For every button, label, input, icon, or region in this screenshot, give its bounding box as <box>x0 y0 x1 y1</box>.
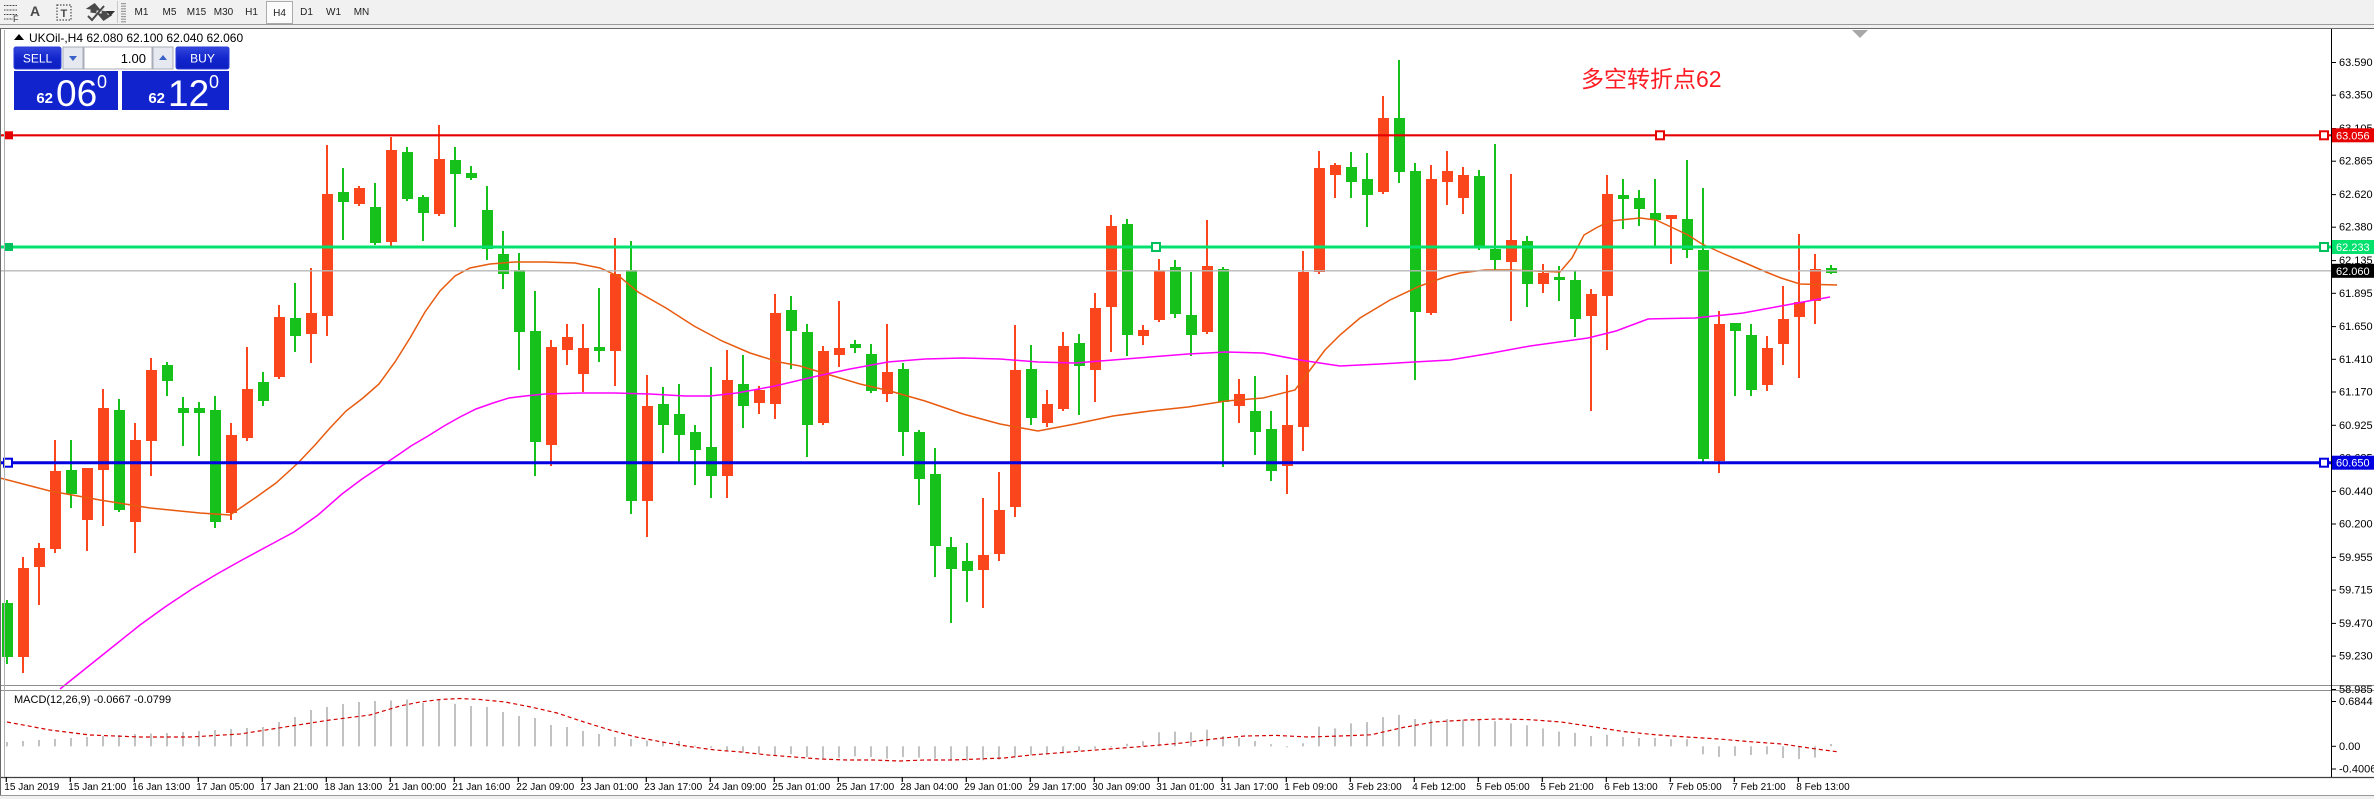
svg-text:17 Jan 05:00: 17 Jan 05:00 <box>196 782 254 793</box>
svg-text:SELL: SELL <box>23 52 53 66</box>
svg-text:4 Feb 12:00: 4 Feb 12:00 <box>1412 782 1466 793</box>
svg-text:29 Jan 01:00: 29 Jan 01:00 <box>964 782 1022 793</box>
svg-text:63.590: 63.590 <box>2339 57 2373 69</box>
svg-text:1 Feb 09:00: 1 Feb 09:00 <box>1284 782 1338 793</box>
svg-text:MACD(12,26,9) -0.0667 -0.0799: MACD(12,26,9) -0.0667 -0.0799 <box>14 694 171 706</box>
svg-text:61.650: 61.650 <box>2339 321 2373 333</box>
svg-text:1.00: 1.00 <box>121 51 146 66</box>
svg-text:59.715: 59.715 <box>2339 585 2373 597</box>
svg-text:18 Jan 13:00: 18 Jan 13:00 <box>324 782 382 793</box>
svg-text:60.650: 60.650 <box>2336 458 2370 470</box>
svg-text:59.955: 59.955 <box>2339 552 2373 564</box>
svg-text:多空转折点62: 多空转折点62 <box>1581 66 1722 92</box>
svg-text:62: 62 <box>148 90 165 107</box>
svg-text:F: F <box>13 14 19 24</box>
svg-text:62.620: 62.620 <box>2339 189 2373 201</box>
svg-text:62.865: 62.865 <box>2339 156 2373 168</box>
svg-text:29 Jan 17:00: 29 Jan 17:00 <box>1028 782 1086 793</box>
svg-text:31 Jan 01:00: 31 Jan 01:00 <box>1156 782 1214 793</box>
svg-text:58.985: 58.985 <box>2339 684 2373 696</box>
svg-text:31 Jan 17:00: 31 Jan 17:00 <box>1220 782 1278 793</box>
svg-text:21 Jan 00:00: 21 Jan 00:00 <box>388 782 446 793</box>
svg-text:BUY: BUY <box>190 52 215 66</box>
svg-text:0: 0 <box>97 72 107 92</box>
svg-text:0.6844: 0.6844 <box>2339 696 2373 708</box>
svg-text:-0.4006: -0.4006 <box>2339 764 2374 776</box>
svg-text:21 Jan 16:00: 21 Jan 16:00 <box>452 782 510 793</box>
svg-text:23 Jan 17:00: 23 Jan 17:00 <box>644 782 702 793</box>
svg-text:61.895: 61.895 <box>2339 288 2373 300</box>
svg-text:25 Jan 01:00: 25 Jan 01:00 <box>772 782 830 793</box>
svg-text:7 Feb 05:00: 7 Feb 05:00 <box>1668 782 1722 793</box>
svg-text:59.230: 59.230 <box>2339 651 2373 663</box>
svg-text:62.233: 62.233 <box>2336 242 2370 254</box>
svg-text:17 Jan 21:00: 17 Jan 21:00 <box>260 782 318 793</box>
svg-text:25 Jan 17:00: 25 Jan 17:00 <box>836 782 894 793</box>
svg-text:12: 12 <box>168 73 209 114</box>
svg-text:60.925: 60.925 <box>2339 420 2373 432</box>
svg-text:30 Jan 09:00: 30 Jan 09:00 <box>1092 782 1150 793</box>
svg-text:63.350: 63.350 <box>2339 90 2373 102</box>
svg-text:22 Jan 09:00: 22 Jan 09:00 <box>516 782 574 793</box>
svg-text:15 Jan 2019: 15 Jan 2019 <box>4 782 59 793</box>
svg-text:62: 62 <box>36 90 53 107</box>
svg-text:5 Feb 05:00: 5 Feb 05:00 <box>1476 782 1530 793</box>
svg-text:16 Jan 13:00: 16 Jan 13:00 <box>132 782 190 793</box>
svg-text:59.470: 59.470 <box>2339 618 2373 630</box>
svg-text:3 Feb 23:00: 3 Feb 23:00 <box>1348 782 1402 793</box>
svg-text:28 Jan 04:00: 28 Jan 04:00 <box>900 782 958 793</box>
svg-text:T: T <box>61 8 68 20</box>
svg-text:5 Feb 21:00: 5 Feb 21:00 <box>1540 782 1594 793</box>
svg-text:23 Jan 01:00: 23 Jan 01:00 <box>580 782 638 793</box>
svg-text:6 Feb 13:00: 6 Feb 13:00 <box>1604 782 1658 793</box>
svg-text:8 Feb 13:00: 8 Feb 13:00 <box>1796 782 1850 793</box>
svg-text:15 Jan 21:00: 15 Jan 21:00 <box>68 782 126 793</box>
svg-text:63.056: 63.056 <box>2336 130 2370 142</box>
svg-text:0: 0 <box>209 72 219 92</box>
svg-text:61.170: 61.170 <box>2339 387 2373 399</box>
svg-text:0.00: 0.00 <box>2339 741 2360 753</box>
svg-text:60.200: 60.200 <box>2339 519 2373 531</box>
svg-text:61.410: 61.410 <box>2339 354 2373 366</box>
svg-text:62.060: 62.060 <box>2336 266 2370 278</box>
svg-text:60.440: 60.440 <box>2339 486 2373 498</box>
svg-text:62.380: 62.380 <box>2339 222 2373 234</box>
svg-text:UKOil-,H4 62.080 62.100 62.04: UKOil-,H4 62.080 62.100 62.040 62.060 <box>29 31 243 45</box>
svg-text:24 Jan 09:00: 24 Jan 09:00 <box>708 782 766 793</box>
svg-text:06: 06 <box>56 73 97 114</box>
svg-text:7 Feb 21:00: 7 Feb 21:00 <box>1732 782 1786 793</box>
